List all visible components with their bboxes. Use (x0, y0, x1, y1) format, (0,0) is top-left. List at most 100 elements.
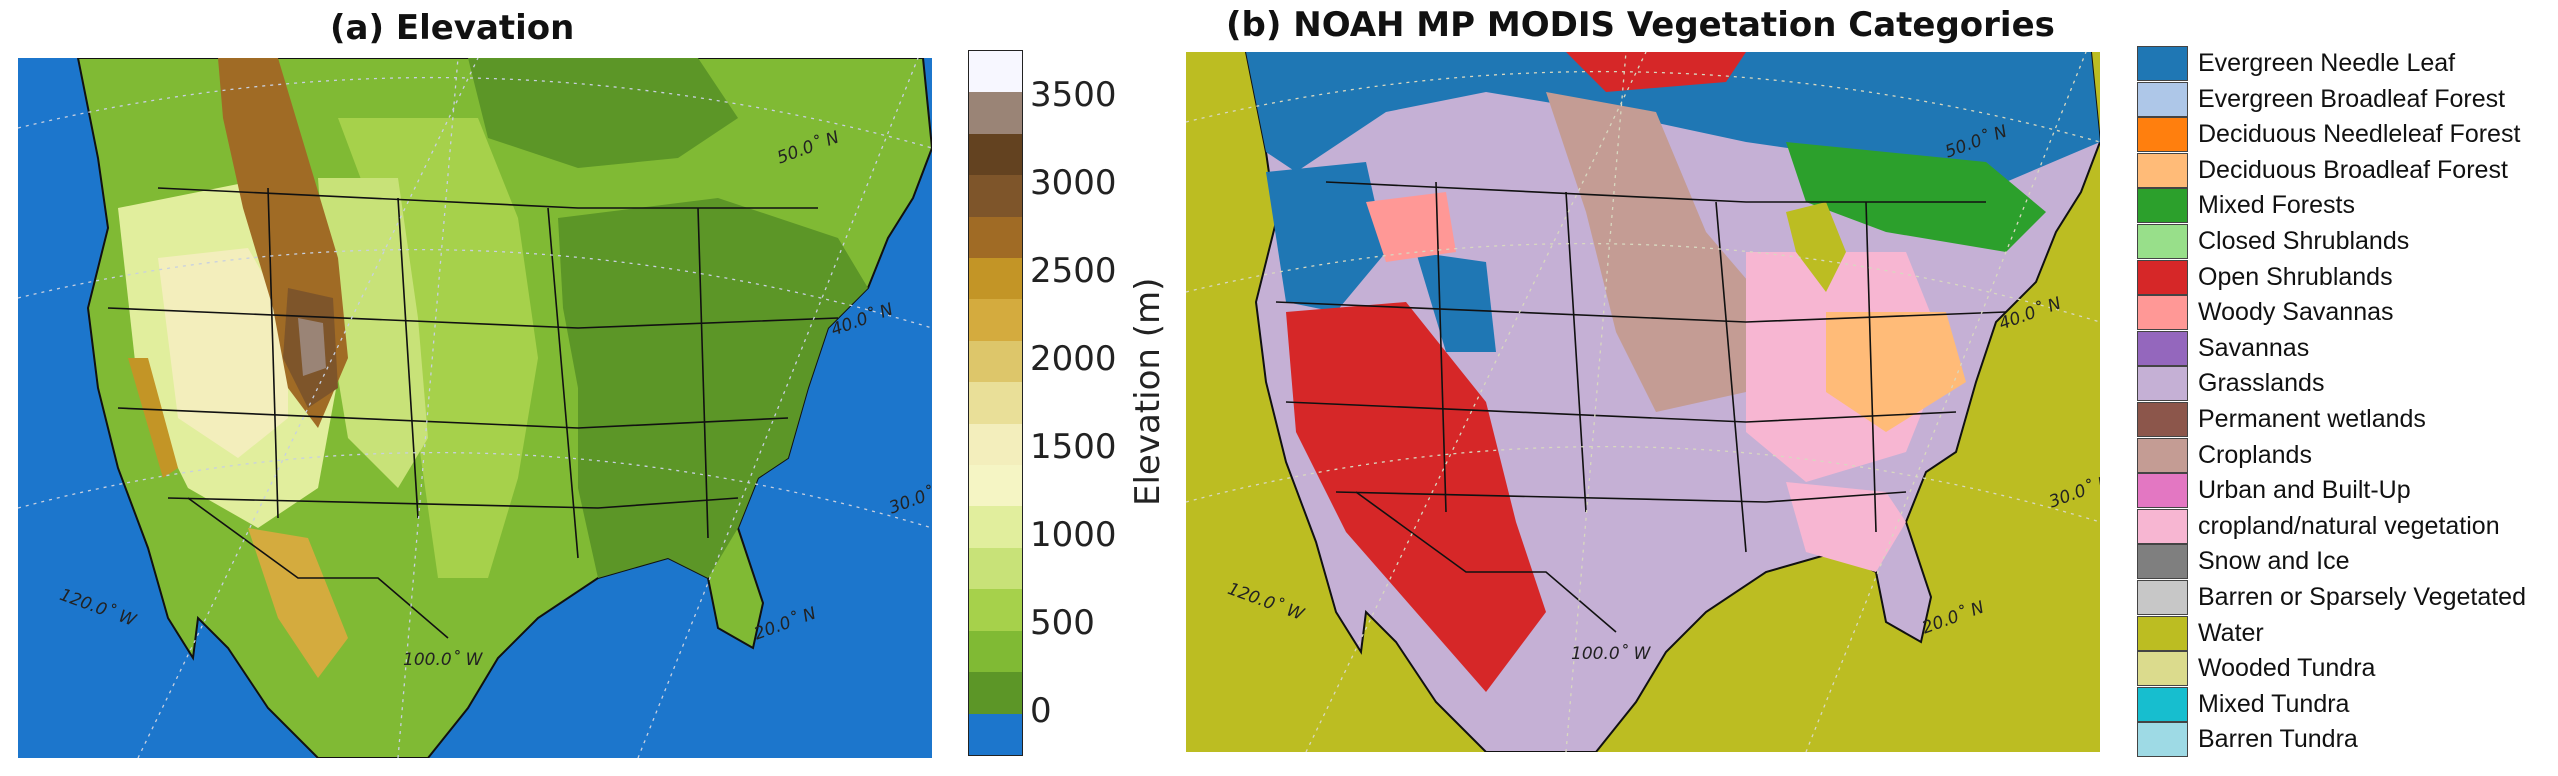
legend-item: Permanent wetlands (2137, 402, 2426, 437)
woody-savannas (1366, 192, 1456, 262)
political-borders (107, 187, 839, 639)
legend-swatch (2137, 46, 2188, 81)
elevation-colorbar (968, 50, 1023, 756)
colorbar-tick-1500: 1500 (1030, 427, 1117, 467)
legend-swatch (2137, 224, 2188, 259)
legend-label: Evergreen Needle Leaf (2198, 49, 2456, 77)
legend-swatch (2137, 686, 2188, 722)
colorbar-segment (969, 713, 1022, 755)
colorbar-segment (969, 630, 1022, 673)
legend-label: Wooded Tundra (2198, 654, 2376, 683)
legend-item: Mixed Forests (2137, 188, 2355, 224)
legend-swatch (2137, 722, 2188, 758)
panel-a-title: (a) Elevation (330, 8, 575, 48)
deciduous-broadleaf (1826, 312, 1966, 432)
legend-item: Croplands (2137, 437, 2312, 473)
colorbar-segment (969, 92, 1022, 134)
legend-item: Urban and Built-Up (2137, 473, 2411, 509)
legend-label: Croplands (2198, 440, 2312, 469)
colorbar-tick-3000: 3000 (1030, 163, 1117, 203)
colorbar-segment (969, 506, 1022, 548)
legend-swatch (2137, 651, 2188, 687)
legend-item: Barren Tundra (2137, 722, 2358, 758)
legend-swatch (2137, 508, 2188, 544)
legend-swatch (2137, 188, 2188, 224)
legend-label: Evergreen Broadleaf Forest (2198, 84, 2506, 113)
colorbar-segment (969, 340, 1022, 383)
legend-item: Barren or Sparsely Vegetated (2137, 580, 2526, 615)
colorbar-segment (969, 216, 1022, 259)
legend-label: Mixed Forests (2198, 191, 2355, 220)
legend-label: Barren Tundra (2198, 725, 2358, 754)
legend-item: Wooded Tundra (2137, 651, 2376, 687)
legend-label: cropland/natural vegetation (2198, 511, 2500, 540)
legend-label: Deciduous Needleleaf Forest (2198, 120, 2521, 149)
legend-label: Woody Savannas (2198, 298, 2394, 327)
legend-label: Snow and Ice (2198, 547, 2350, 576)
legend-swatch (2137, 259, 2188, 295)
graticule (18, 58, 932, 758)
sierra-nevada (128, 358, 178, 478)
colorbar-tick-1000: 1000 (1030, 515, 1117, 555)
mountain-peaks (298, 318, 326, 376)
legend-swatch (2137, 580, 2188, 615)
colorbar-axis-label: Elevation (m) (1128, 277, 1168, 506)
veg-political-borders (1275, 181, 2007, 633)
veg-graticule (1186, 52, 2100, 752)
legend-label: Open Shrublands (2198, 262, 2393, 291)
legend-label: Savannas (2198, 333, 2310, 362)
legend-item: Evergreen Needle Leaf (2137, 46, 2455, 81)
mixed-forests (1786, 142, 2046, 252)
legend-label: Closed Shrublands (2198, 227, 2410, 255)
legend-item: Mixed Tundra (2137, 686, 2350, 722)
legend-swatch (2137, 330, 2188, 366)
legend-swatch (2137, 295, 2188, 331)
croplands (1546, 92, 1766, 412)
legend-item: Woody Savannas (2137, 295, 2394, 331)
legend-item: Open Shrublands (2137, 259, 2393, 295)
veg-grid-label-100w: 100.0˚ W (1571, 644, 1651, 664)
legend-swatch (2137, 152, 2188, 188)
high-plains (318, 178, 428, 488)
legend-swatch (2137, 366, 2188, 402)
legend-item: Deciduous Broadleaf Forest (2137, 152, 2508, 188)
colorbar-tick-500: 500 (1030, 603, 1095, 643)
colorbar-segment (969, 175, 1022, 217)
legend-label: Grasslands (2198, 369, 2325, 398)
legend-swatch (2137, 437, 2188, 473)
colorbar-segment (969, 258, 1022, 300)
plateau-highlands (158, 248, 288, 458)
legend-item: cropland/natural vegetation (2137, 508, 2500, 544)
colorbar-segment (969, 299, 1022, 341)
legend-swatch (2137, 473, 2188, 509)
legend-label: Deciduous Broadleaf Forest (2198, 155, 2508, 184)
colorbar-segment (969, 133, 1022, 176)
great-lakes (1786, 202, 1846, 292)
elevation-map-svg (18, 58, 932, 758)
legend-label: Mixed Tundra (2198, 689, 2350, 718)
legend-item: Snow and Ice (2137, 544, 2350, 580)
legend-item: Water (2137, 615, 2264, 651)
boreal-forest (1246, 52, 2100, 182)
western-shrublands (1286, 302, 1546, 692)
colorbar-tick-3500: 3500 (1030, 75, 1117, 115)
colorbar-segment (969, 672, 1022, 714)
legend-swatch (2137, 402, 2188, 437)
legend-label: Water (2198, 618, 2264, 647)
colorbar-segment (969, 465, 1022, 507)
colorbar-tick-0: 0 (1030, 691, 1052, 731)
legend-item: Evergreen Broadleaf Forest (2137, 81, 2506, 117)
colorbar-segment (969, 51, 1022, 93)
elevation-map: 50.0˚ N 40.0˚ N 30.0˚ N 120.0˚ W 100.0˚ … (18, 58, 932, 758)
northern-lowlands (468, 58, 738, 168)
colorbar-segment (969, 423, 1022, 466)
colorbar-tick-2000: 2000 (1030, 339, 1117, 379)
legend-item: Savannas (2137, 330, 2310, 366)
legend-label: Urban and Built-Up (2198, 476, 2411, 505)
legend-item: Closed Shrublands (2137, 224, 2409, 259)
legend-swatch (2137, 615, 2188, 651)
grid-label-100w: 100.0˚ W (403, 650, 483, 670)
rocky-forest (1416, 252, 1496, 352)
colorbar-segment (969, 382, 1022, 424)
colorbar-segment (969, 547, 1022, 590)
